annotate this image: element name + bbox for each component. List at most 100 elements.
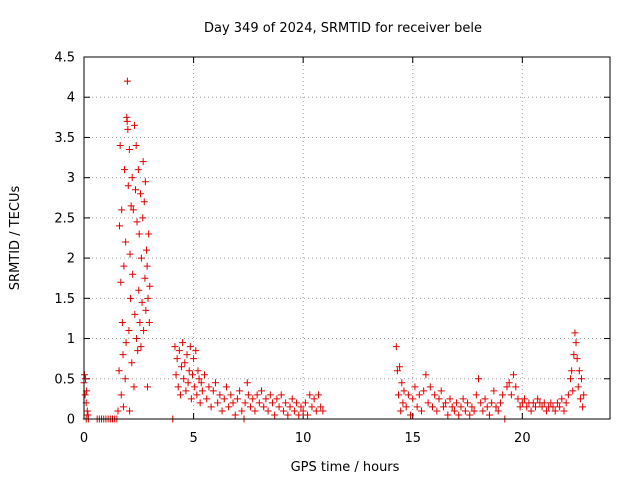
data-point: [538, 403, 546, 411]
data-point: [135, 230, 143, 238]
data-point: [396, 363, 404, 371]
data-point: [137, 190, 145, 198]
data-point: [418, 407, 426, 415]
data-point: [424, 399, 432, 407]
data-point: [457, 403, 465, 411]
data-point: [562, 399, 570, 407]
data-point: [415, 391, 423, 399]
data-point: [494, 407, 502, 415]
data-point: [114, 407, 122, 415]
data-point: [574, 383, 582, 391]
data-point: [122, 238, 130, 246]
data-point: [146, 282, 154, 290]
y-tick-label: 0.5: [54, 372, 75, 387]
data-point: [180, 375, 188, 383]
y-tick-label: 3.5: [54, 131, 75, 146]
data-point: [142, 306, 150, 314]
data-point: [184, 379, 192, 387]
data-point: [127, 202, 135, 210]
data-point: [409, 395, 417, 403]
data-point: [395, 391, 403, 399]
data-point: [404, 391, 412, 399]
data-point: [277, 391, 285, 399]
data-point: [141, 178, 149, 186]
data-point: [82, 375, 90, 383]
data-point: [236, 387, 244, 395]
data-point: [523, 403, 531, 411]
data-point: [137, 254, 145, 262]
data-point: [575, 367, 583, 375]
data-point: [135, 286, 143, 294]
data-point: [411, 383, 419, 391]
data-point: [266, 391, 274, 399]
data-point: [455, 411, 463, 419]
data-point: [310, 395, 318, 403]
x-tick-label: 10: [295, 431, 312, 446]
data-point: [514, 395, 522, 403]
data-point: [231, 411, 239, 419]
data-point: [268, 399, 276, 407]
data-point: [448, 403, 456, 411]
data-point: [576, 395, 584, 403]
data-point: [392, 343, 400, 351]
data-point: [220, 395, 228, 403]
data-point: [83, 407, 91, 415]
data-point: [209, 387, 217, 395]
data-point: [238, 407, 246, 415]
data-point: [435, 395, 443, 403]
data-point: [496, 399, 504, 407]
data-point: [507, 391, 515, 399]
data-point: [175, 347, 183, 355]
data-point: [551, 407, 559, 415]
data-point: [264, 407, 272, 415]
data-point: [132, 141, 140, 149]
data-point: [225, 403, 233, 411]
data-point: [128, 359, 136, 367]
data-point: [442, 399, 450, 407]
data-point: [116, 141, 124, 149]
y-tick-label: 4: [67, 91, 75, 106]
data-point: [124, 125, 132, 133]
data-point: [172, 371, 180, 379]
data-point: [126, 407, 134, 415]
data-point: [479, 407, 487, 415]
data-point: [527, 407, 535, 415]
data-point: [139, 214, 147, 222]
data-point: [580, 391, 588, 399]
data-point: [397, 407, 405, 415]
data-point: [188, 371, 196, 379]
data-point: [400, 387, 408, 395]
data-point: [510, 371, 518, 379]
data-point: [393, 367, 401, 375]
data-point: [413, 403, 421, 411]
data-point: [203, 395, 211, 403]
data-point: [174, 383, 182, 391]
data-point: [399, 399, 407, 407]
data-point: [439, 403, 447, 411]
data-point: [122, 339, 130, 347]
data-point: [450, 407, 458, 415]
data-point: [490, 387, 498, 395]
x-tick-label: 20: [514, 431, 531, 446]
data-point: [136, 318, 144, 326]
data-point: [521, 395, 529, 403]
data-point: [472, 391, 480, 399]
data-point: [529, 399, 537, 407]
data-point: [216, 391, 224, 399]
data-point: [315, 391, 323, 399]
data-point: [125, 327, 133, 335]
data-point: [253, 391, 261, 399]
plot-frame: [83, 56, 611, 420]
data-point: [140, 327, 148, 335]
data-point: [185, 367, 193, 375]
data-point: [568, 367, 576, 375]
data-point: [142, 246, 150, 254]
data-point: [126, 294, 134, 302]
data-point: [304, 411, 312, 419]
y-axis-label: SRMTID / TECUs: [8, 186, 23, 291]
y-tick-label: 1.5: [54, 292, 75, 307]
data-point: [461, 407, 469, 415]
data-point: [81, 391, 89, 399]
data-point: [567, 375, 575, 383]
